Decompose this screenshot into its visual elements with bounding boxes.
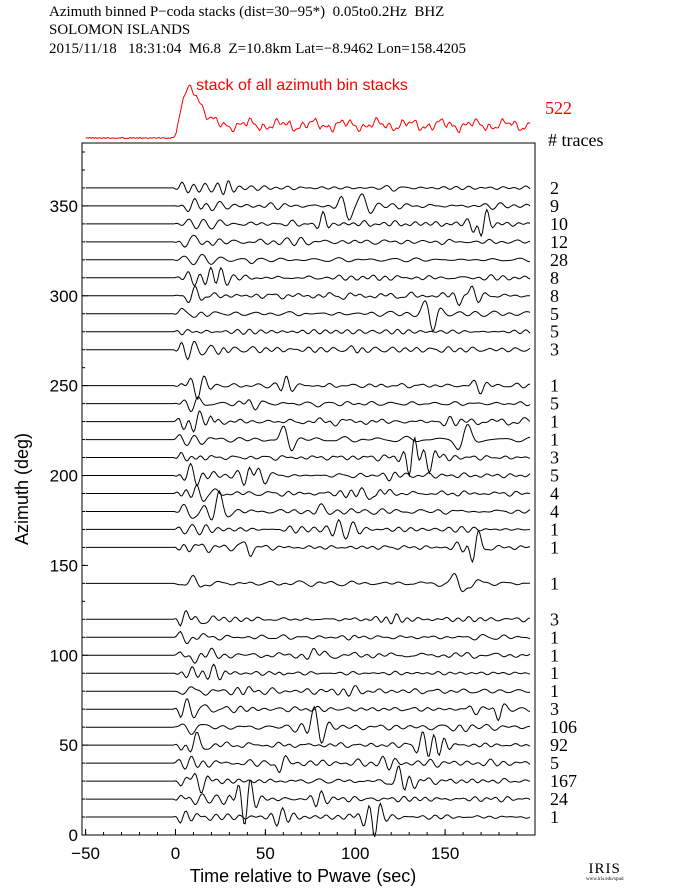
trace-line	[85, 705, 530, 744]
trace-count-labels: 1241675921063111131114453115135588281210…	[550, 178, 577, 827]
trace-count: 1	[550, 412, 559, 432]
trace-count: 1	[550, 376, 559, 396]
y-axis: 0 50 100 150 200 250 300 350	[50, 151, 88, 845]
trace-stack	[85, 180, 531, 838]
trace-count: 8	[550, 268, 559, 288]
trace-count: 8	[550, 286, 559, 306]
trace-line	[85, 609, 531, 627]
trace-count: 1	[550, 537, 559, 557]
trace-count: 1	[550, 627, 559, 647]
trace-line	[85, 518, 531, 540]
y-tick-label: 300	[50, 287, 78, 306]
trace-count: 106	[550, 717, 577, 737]
trace-line	[85, 340, 531, 361]
y-tick-label: 350	[50, 197, 78, 216]
trace-line	[85, 436, 531, 478]
region-name: SOLOMON ISLANDS	[49, 22, 191, 38]
iris-logo: IRIS www.iris.edu/spud	[586, 862, 623, 883]
trace-count: 1	[550, 519, 559, 539]
trace-count-header: # traces	[548, 130, 603, 150]
x-tick-label: 150	[431, 844, 459, 863]
x-tick-label: −50	[71, 844, 100, 863]
y-axis-label: Azimuth (deg)	[12, 433, 32, 545]
trace-count: 3	[550, 340, 559, 360]
x-tick-label: 50	[256, 844, 275, 863]
trace-line	[85, 253, 531, 266]
trace-line	[85, 573, 531, 593]
y-tick-label: 100	[50, 646, 78, 665]
trace-line	[85, 663, 531, 681]
trace-line	[85, 423, 531, 452]
trace-count: 1	[550, 681, 559, 701]
y-tick-label: 0	[69, 826, 78, 845]
trace-count: 1	[550, 663, 559, 683]
trace-count: 3	[550, 609, 559, 629]
x-axis: −50 0 50 100 150	[71, 829, 518, 863]
y-tick-label: 250	[50, 377, 78, 396]
trace-count: 1	[550, 573, 559, 593]
y-tick-label: 50	[59, 736, 78, 755]
trace-count: 5	[550, 753, 559, 773]
trace-line	[85, 802, 531, 838]
trace-line	[85, 484, 531, 503]
trace-line	[85, 630, 531, 644]
trace-count: 5	[550, 394, 559, 414]
trace-count: 1	[550, 645, 559, 665]
trace-line	[85, 410, 531, 433]
trace-count: 4	[550, 483, 559, 503]
trace-line	[85, 529, 531, 564]
plot-frame	[81, 142, 536, 836]
trace-line	[85, 765, 531, 794]
trace-line	[85, 396, 531, 413]
chart-title: Azimuth binned P−coda stacks (dist=30−95…	[49, 4, 445, 20]
trace-count: 5	[550, 466, 559, 486]
trace-line	[85, 328, 531, 336]
x-axis-label: Time relative to Pwave (sec)	[190, 866, 416, 886]
summary-trace-count: 522	[545, 98, 572, 118]
trace-line	[85, 180, 531, 196]
trace-line	[85, 193, 531, 221]
trace-line	[85, 731, 531, 757]
trace-count: 24	[550, 789, 568, 809]
trace-count: 3	[550, 448, 559, 468]
summary-trace-line	[85, 84, 531, 140]
trace-line	[85, 685, 530, 697]
event-info: 2015/11/18 18:31:04 M6.8 Z=10.8km Lat=−8…	[49, 41, 467, 57]
trace-count: 92	[550, 735, 568, 755]
trace-count: 1	[550, 430, 559, 450]
trace-count: 4	[550, 501, 559, 521]
x-tick-label: 0	[171, 844, 180, 863]
summary-trace-group: stack of all azimuth bin stacks 522 # tr…	[85, 77, 603, 150]
trace-count: 2	[550, 178, 559, 198]
trace-count: 1	[550, 807, 559, 827]
trace-line	[85, 375, 531, 400]
trace-count: 5	[550, 322, 559, 342]
trace-line	[85, 754, 531, 774]
x-tick-label: 100	[341, 844, 369, 863]
trace-count: 167	[550, 771, 577, 791]
trace-count: 12	[550, 232, 568, 252]
trace-line	[85, 698, 531, 722]
y-tick-label: 200	[50, 467, 78, 486]
summary-trace-label: stack of all azimuth bin stacks	[196, 77, 408, 94]
iris-logo-text: IRIS	[588, 861, 621, 877]
iris-logo-url: www.iris.edu/spud	[586, 877, 624, 882]
trace-count: 5	[550, 304, 559, 324]
trace-line	[85, 647, 531, 664]
y-tick-label: 150	[50, 556, 78, 575]
trace-line	[85, 489, 531, 521]
trace-line	[85, 208, 531, 238]
trace-count: 3	[550, 699, 559, 719]
trace-line	[85, 234, 531, 248]
trace-line	[85, 299, 531, 332]
trace-count: 28	[550, 250, 568, 270]
trace-line	[85, 462, 531, 487]
trace-line	[85, 779, 531, 825]
trace-line	[85, 285, 531, 307]
trace-line	[85, 266, 531, 287]
trace-count: 9	[550, 196, 559, 216]
trace-count: 10	[550, 214, 568, 234]
